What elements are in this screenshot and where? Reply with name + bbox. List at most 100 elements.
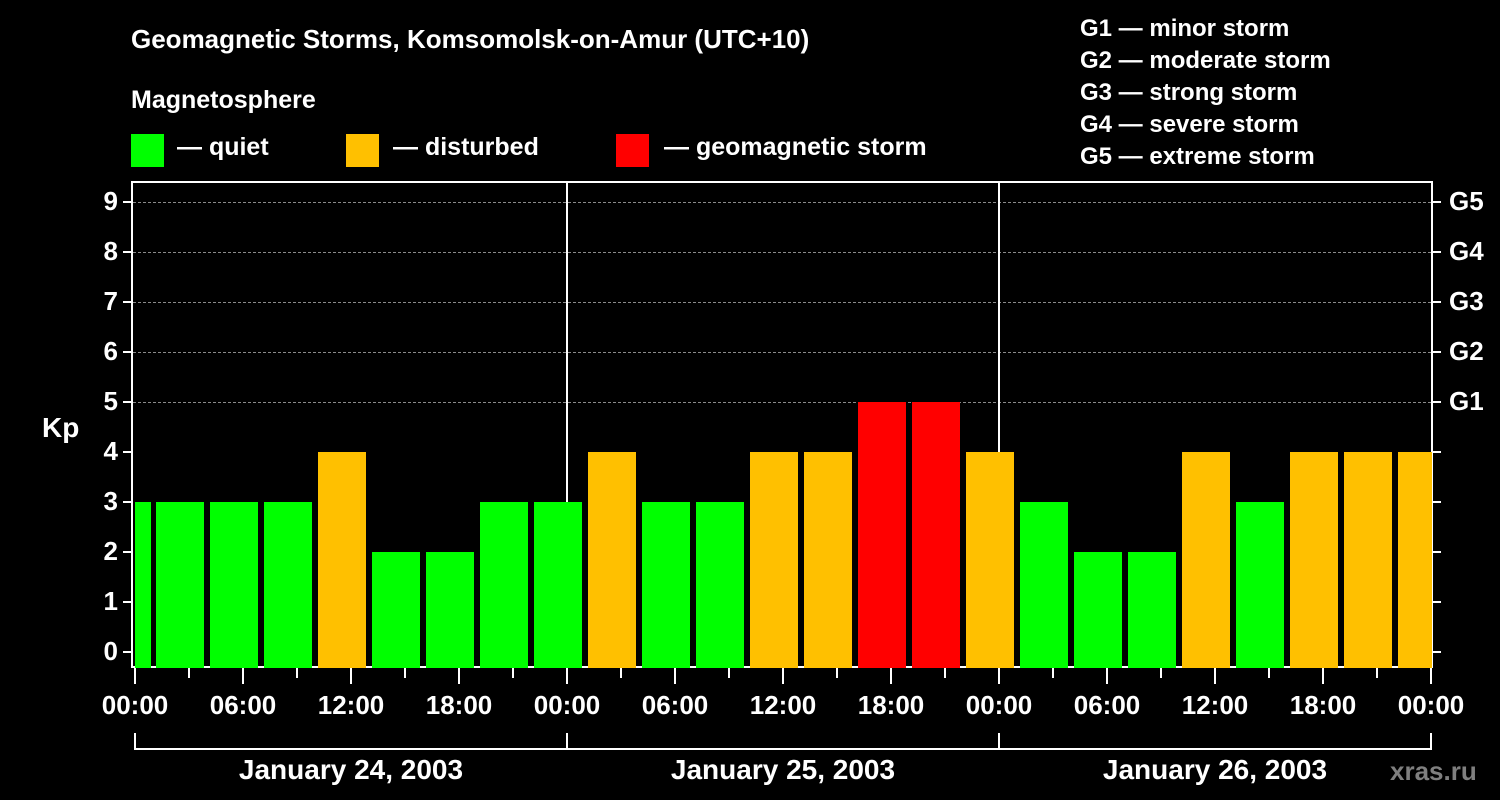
legend-label-quiet: — quiet <box>177 133 269 161</box>
g-scale-g5: G5 — extreme storm <box>1080 143 1315 170</box>
kp-bar <box>588 452 636 668</box>
y-axis-label: Kp <box>42 412 80 443</box>
kp-bar <box>804 452 852 668</box>
y-tick <box>123 251 131 253</box>
y-tick-label: 9 <box>103 186 118 216</box>
y2-tick <box>1433 551 1441 553</box>
kp-bar <box>1398 452 1432 668</box>
date-bracket-tick <box>566 733 568 749</box>
x-tick <box>188 668 190 678</box>
x-tick <box>350 668 352 684</box>
date-label: January 26, 2003 <box>1102 754 1328 785</box>
kp-bar <box>858 402 906 668</box>
g-scale-g4: G4 — severe storm <box>1080 111 1299 138</box>
x-tick-label: 12:00 <box>317 690 385 720</box>
y-tick-label: 6 <box>103 336 118 366</box>
y-tick <box>123 501 131 503</box>
kp-bar <box>912 402 960 668</box>
y-tick-label: 4 <box>103 436 118 466</box>
kp-bar <box>1290 452 1338 668</box>
legend-swatch-disturbed <box>346 134 379 167</box>
x-tick <box>1322 668 1324 684</box>
x-tick-label: 00:00 <box>533 690 601 720</box>
y-tick-label: 0 <box>103 636 118 666</box>
day-divider <box>566 181 568 668</box>
g-level-label: G5 <box>1449 186 1484 216</box>
date-bracket-tick <box>998 733 1000 749</box>
kp-bar <box>1074 552 1122 668</box>
x-tick <box>1214 668 1216 684</box>
kp-bar <box>318 452 366 668</box>
y-tick <box>123 451 131 453</box>
kp-bar <box>210 502 258 668</box>
y-tick <box>123 401 131 403</box>
legend-swatch-quiet <box>131 134 164 167</box>
x-tick <box>1106 668 1108 684</box>
kp-bar <box>534 502 582 668</box>
y2-tick <box>1433 351 1441 353</box>
x-tick <box>620 668 622 678</box>
watermark: xras.ru <box>1390 756 1477 786</box>
kp-bar <box>480 502 528 668</box>
x-tick <box>728 668 730 678</box>
y2-tick <box>1433 501 1441 503</box>
legend-swatch-storm <box>616 134 649 167</box>
kp-bar <box>156 502 204 668</box>
kp-bar <box>1020 502 1068 668</box>
y-tick <box>123 301 131 303</box>
date-label: January 25, 2003 <box>670 754 896 785</box>
chart-title: Geomagnetic Storms, Komsomolsk-on-Amur (… <box>131 24 810 54</box>
x-tick-label: 06:00 <box>209 690 277 720</box>
x-tick <box>944 668 946 678</box>
legend-label-disturbed: — disturbed <box>393 133 539 161</box>
y-tick-label: 3 <box>103 486 118 516</box>
y2-tick <box>1433 301 1441 303</box>
x-tick <box>836 668 838 678</box>
y-tick <box>123 351 131 353</box>
g-level-label: G3 <box>1449 286 1484 316</box>
g-scale-g3: G3 — strong storm <box>1080 79 1298 106</box>
y-tick <box>123 551 131 553</box>
x-tick <box>134 668 136 684</box>
x-tick <box>296 668 298 678</box>
x-tick <box>1160 668 1162 678</box>
x-tick <box>1430 668 1432 684</box>
x-tick-label: 18:00 <box>857 690 925 720</box>
y-tick-label: 8 <box>103 236 118 266</box>
x-tick <box>674 668 676 684</box>
y-tick-label: 2 <box>103 536 118 566</box>
y-tick <box>123 601 131 603</box>
grid-line <box>133 402 1431 403</box>
y2-tick <box>1433 401 1441 403</box>
y2-tick <box>1433 601 1441 603</box>
grid-line <box>133 252 1431 253</box>
g-level-label: G1 <box>1449 386 1484 416</box>
x-tick-label: 00:00 <box>101 690 169 720</box>
y2-tick <box>1433 651 1441 653</box>
kp-bar <box>966 452 1014 668</box>
g-scale-g2: G2 — moderate storm <box>1080 47 1331 74</box>
g-scale-g1: G1 — minor storm <box>1080 15 1290 42</box>
y2-tick <box>1433 201 1441 203</box>
x-tick <box>458 668 460 684</box>
date-label: January 24, 2003 <box>238 754 464 785</box>
kp-bar <box>642 502 690 668</box>
x-tick <box>1052 668 1054 678</box>
legend-label-storm: — geomagnetic storm <box>664 133 927 161</box>
g-level-label: G2 <box>1449 336 1484 366</box>
kp-bar <box>264 502 312 668</box>
kp-bar <box>696 502 744 668</box>
kp-bar <box>426 552 474 668</box>
grid-line <box>133 352 1431 353</box>
x-tick <box>1376 668 1378 678</box>
y-tick-label: 7 <box>103 286 118 316</box>
kp-bar <box>135 502 151 668</box>
x-tick <box>242 668 244 684</box>
x-tick-label: 12:00 <box>1181 690 1249 720</box>
x-tick <box>890 668 892 684</box>
y-tick-label: 1 <box>103 586 118 616</box>
y-tick <box>123 651 131 653</box>
y2-tick <box>1433 451 1441 453</box>
kp-bar <box>750 452 798 668</box>
x-tick <box>782 668 784 684</box>
